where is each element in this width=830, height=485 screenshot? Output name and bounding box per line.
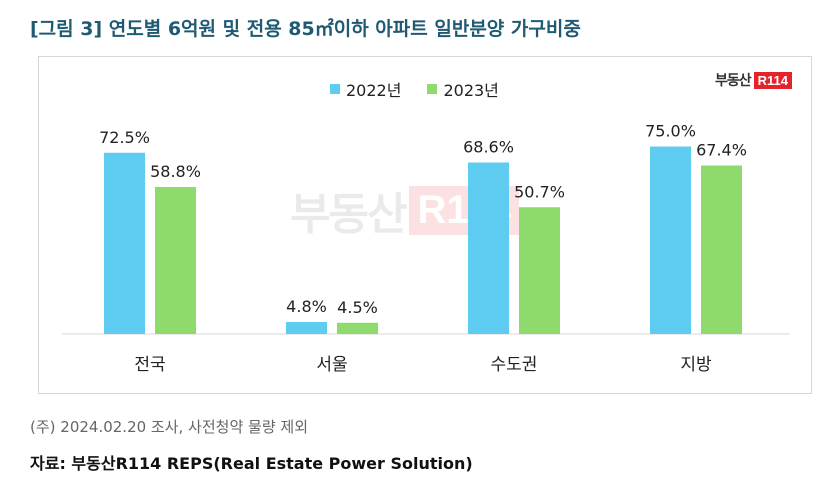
- legend-swatch-2023: [427, 84, 438, 94]
- data-label-2023-2: 50.7%: [514, 182, 565, 201]
- legend: 2022년 2023년: [330, 77, 499, 101]
- legend-swatch-2022: [330, 84, 340, 94]
- legend-label-2022: 2022년: [346, 81, 402, 100]
- legend-item-2023: 2023년: [427, 77, 499, 101]
- data-label-2022-1: 4.8%: [286, 297, 327, 316]
- chart-title: [그림 3] 연도별 6억원 및 전용 85㎡이하 아파트 일반분양 가구비중: [30, 18, 581, 40]
- data-label-2023-1: 4.5%: [337, 298, 378, 317]
- bar-2022-2: [468, 162, 509, 334]
- logo-box: R114: [753, 71, 793, 89]
- bar-2022-0: [104, 152, 145, 334]
- bar-2023-3: [701, 165, 742, 334]
- category-label-2: 수도권: [491, 355, 538, 375]
- data-label-2023-0: 58.8%: [150, 162, 201, 181]
- bar-2023-0: [155, 187, 196, 334]
- bar-2023-2: [519, 207, 560, 334]
- data-label-2022-0: 72.5%: [99, 128, 150, 147]
- chart-panel: [38, 56, 812, 394]
- data-label-2023-3: 67.4%: [696, 141, 747, 160]
- data-label-2022-2: 68.6%: [463, 138, 514, 157]
- footnote: (주) 2024.02.20 조사, 사전청약 물량 제외: [30, 418, 308, 436]
- category-label-1: 서울: [316, 355, 347, 375]
- source-note: 자료: 부동산R114 REPS(Real Estate Power Solut…: [30, 454, 473, 473]
- category-label-3: 지방: [680, 355, 712, 375]
- bar-2023-1: [337, 322, 378, 334]
- watermark-text: 부동산: [290, 189, 407, 240]
- bar-2022-3: [650, 146, 691, 334]
- logo: 부동산 R114: [715, 70, 793, 90]
- category-label-0: 전국: [134, 355, 165, 375]
- legend-item-2022: 2022년: [330, 77, 401, 101]
- legend-label-2023: 2023년: [443, 81, 499, 100]
- data-label-2022-3: 75.0%: [645, 122, 696, 141]
- logo-text: 부동산: [715, 73, 752, 89]
- bar-2022-1: [286, 322, 327, 334]
